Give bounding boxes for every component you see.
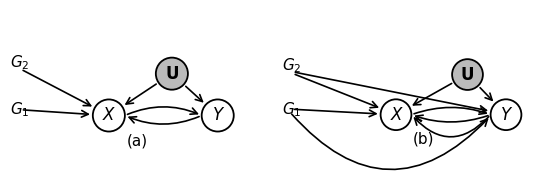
Text: X: X [390,106,402,124]
Text: X: X [103,107,114,124]
Text: $G_2$: $G_2$ [10,53,30,72]
Circle shape [93,99,125,132]
Circle shape [156,58,188,90]
Circle shape [381,99,411,130]
Circle shape [452,59,483,90]
Text: U: U [165,65,179,83]
Circle shape [491,99,521,130]
Text: $G_1$: $G_1$ [10,100,30,119]
Text: (b): (b) [412,131,434,146]
Text: Y: Y [501,106,511,124]
Circle shape [202,99,234,132]
Text: (a): (a) [127,133,148,148]
Text: $G_2$: $G_2$ [282,56,301,74]
Text: U: U [461,65,474,84]
Text: $G_1$: $G_1$ [282,100,301,118]
Text: Y: Y [213,107,223,124]
